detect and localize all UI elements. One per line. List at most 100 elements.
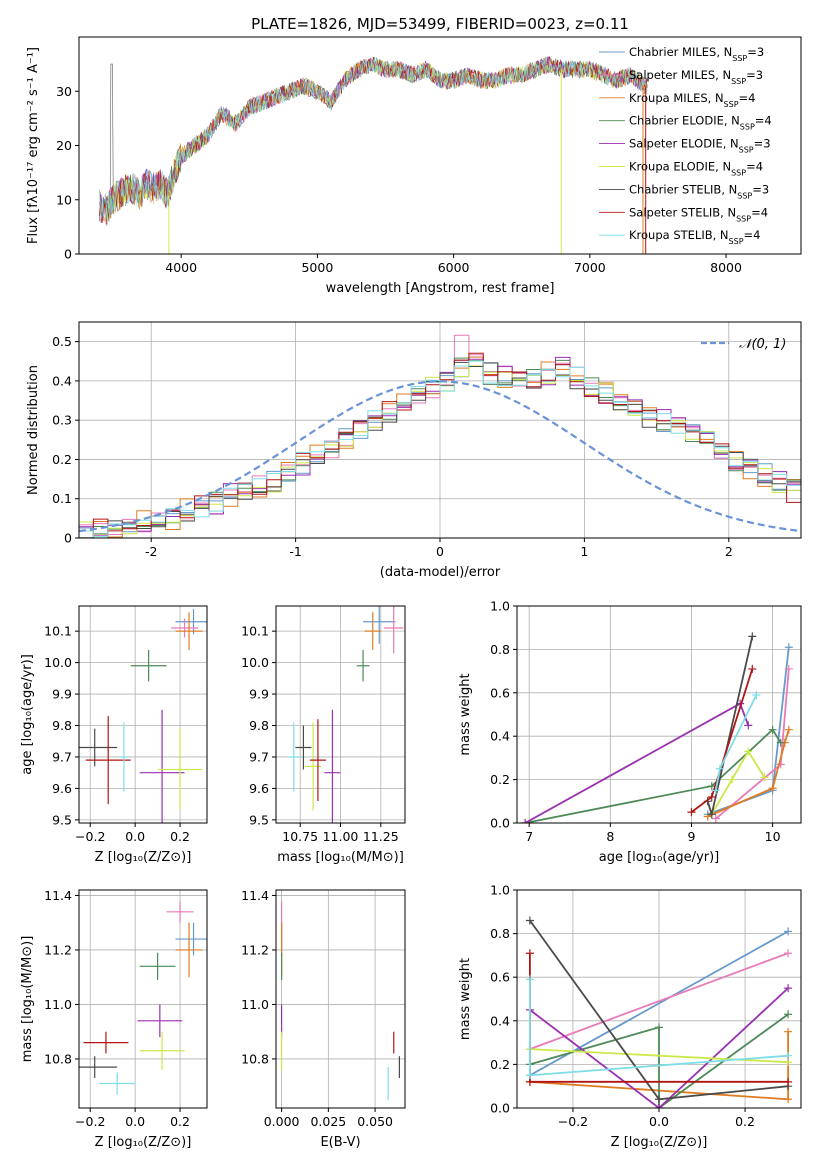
legend-suffix: =4 [746,160,763,174]
errorbar-point [166,900,194,923]
x-axis-label: E(B-V) [320,1135,360,1150]
y-tick-label: 9.8 [249,718,269,733]
weight-marker [711,786,720,795]
legend-sub: SSP [729,237,744,246]
legend-suffix: =3 [746,68,763,82]
legend-label: 𝒩(0, 1) [739,337,786,352]
x-tick-label: -1 [289,544,301,559]
legend-label: Chabrier MILES, NSSP=3 [629,45,764,63]
weight-marker [703,812,712,821]
errorbar-point [171,618,199,638]
errorbar-point [139,709,185,823]
weight-marker [752,690,761,699]
gaussian-curve [79,380,801,533]
x-tick-label: 0.0 [125,829,145,844]
y-tick-label: 0.8 [490,642,510,657]
legend-label: Salpeter STELIB, NSSP=4 [629,205,768,223]
spectrum-line-7 [99,56,648,223]
y-axis-label: mass weight [458,673,473,755]
x-tick-label: 8000 [710,260,742,275]
x-tick-label: 0.2 [170,1114,190,1129]
errorbar-point [139,952,176,980]
weight-marker [687,808,696,817]
y-tick-label: 10.8 [241,1051,269,1066]
weight-line-5 [710,749,766,815]
legend-label: Salpeter MILES, NSSP=3 [629,68,763,86]
y-tick-label: 11.4 [44,888,72,903]
age_vs_mass-plot-area [287,606,404,823]
y-tick-label: 1.0 [490,883,510,898]
mass_vs_ebv-plot-area [281,900,400,1100]
spectrum-panel: 4000 5000 6000 7000 8000 0 10 20 30 wavelength [A… [26,36,802,296]
age_vs_mass-panel: 10.75 11.00 11.25 9.5 9.6 9.7 9.8 9.9 10.0 10.1 ma… [241,605,406,865]
y-tick-label: 0.1 [52,491,72,506]
x-tick-label: 11.25 [363,829,399,844]
legend-sub: SSP [724,99,739,108]
weight-marker [711,814,720,823]
weight-marker [748,632,757,641]
x-tick-label: 7000 [574,260,606,275]
weight-line-4 [529,987,789,1108]
y-axis-label: Normed distribution [26,365,41,495]
y-axis-label: age [log₁₀(age/yr)] [20,654,35,775]
y-tick-label: 10.0 [241,655,269,670]
weight-line-5 [529,1048,789,1064]
x-tick-label: −0.2 [75,829,105,844]
errorbar-point [119,722,129,792]
weight-marker [655,1023,663,1032]
errorbar-point [157,728,203,811]
legend-label: Salpeter ELODIE, NSSP=3 [629,137,771,155]
x-tick-label: 0.2 [735,1114,755,1129]
weight-marker [784,664,793,673]
residuals-panel: -2 -1 0 1 2 0 0.1 0.2 0.3 0.4 0.5 (data-model)/erro… [26,321,802,580]
weight-line-0 [707,647,790,816]
x-tick-label: 11.00 [323,829,359,844]
spectrum-line-6 [99,56,648,222]
age_vs_Z-plot-area [79,609,207,823]
y-axis-label: Flux [fλ10⁻¹⁷ erg cm⁻² s⁻¹ A⁻¹] [26,47,41,244]
axes-frame [78,605,208,824]
x-tick-label: 1 [580,544,588,559]
massweight_vs_Z-plot-area [525,916,793,1108]
y-tick-label: 0.4 [52,373,72,388]
errorbar-point [363,606,396,644]
y-tick-label: 9.5 [249,812,269,827]
weight-line-1 [529,952,789,1050]
mass_vs_ebv-panel: 0.000 0.025 0.050 10.8 11.0 11.2 11.4 E(B-V) [241,888,406,1150]
weight-marker [744,747,753,756]
x-axis-label: mass [log₁₀(M/M⊙)] [277,850,404,865]
y-tick-label: 0.4 [490,1013,510,1028]
weight-line-2 [707,729,790,818]
weight-line-3 [524,728,782,823]
y-tick-label: 9.7 [249,749,269,764]
y-tick-label: 10.8 [44,1051,72,1066]
x-axis-label: (data-model)/error [380,565,501,580]
errorbar-point [356,650,370,682]
legend-suffix: =4 [744,228,761,242]
x-tick-label: 7 [525,829,533,844]
y-tick-label: 11.2 [44,942,72,957]
y-tick-label: 9.6 [249,781,269,796]
y-tick-label: 30 [56,84,72,99]
weight-marker [784,1010,793,1019]
y-axis-label: mass [log₁₀(M/M⊙)] [20,936,35,1063]
x-tick-label: 8 [606,829,614,844]
spectrum-line-2 [99,56,648,225]
errorbar-point [324,709,341,823]
y-tick-label: 0.4 [490,729,510,744]
weight-marker [715,764,724,773]
x-tick-label: 10.75 [282,829,318,844]
y-tick-label: 0.2 [490,1057,510,1072]
errorbar-point [309,719,326,801]
weight-marker [784,949,793,958]
y-tick-label: 0.2 [490,772,510,787]
x-tick-label: -2 [145,544,157,559]
errorbar-point [99,1072,136,1095]
mass_vs_Z-panel: −0.2 0.0 0.2 10.8 11.0 11.2 11.4 Z [log₁₀(Z/Z⊙)… [20,888,208,1150]
weight-marker [784,1051,793,1060]
y-tick-label: 10 [56,192,72,207]
weight-marker [728,775,737,784]
errorbar-point [295,725,312,770]
spectrum-line-4 [99,56,648,226]
